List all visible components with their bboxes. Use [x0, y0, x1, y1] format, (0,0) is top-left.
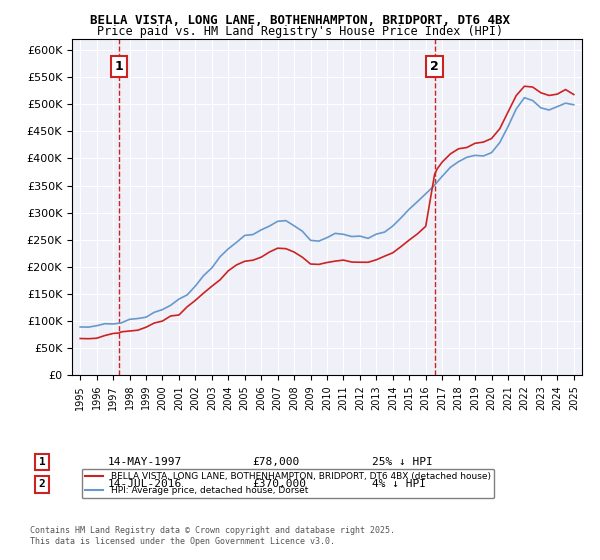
Text: 4% ↓ HPI: 4% ↓ HPI [372, 479, 426, 489]
Text: 14-MAY-1997: 14-MAY-1997 [108, 457, 182, 467]
Text: 2: 2 [38, 479, 46, 489]
Text: 1: 1 [38, 457, 46, 467]
Text: BELLA VISTA, LONG LANE, BOTHENHAMPTON, BRIDPORT, DT6 4BX: BELLA VISTA, LONG LANE, BOTHENHAMPTON, B… [90, 14, 510, 27]
Text: 25% ↓ HPI: 25% ↓ HPI [372, 457, 433, 467]
Text: Price paid vs. HM Land Registry's House Price Index (HPI): Price paid vs. HM Land Registry's House … [97, 25, 503, 38]
Text: 1: 1 [115, 60, 124, 73]
Text: 2: 2 [430, 60, 439, 73]
Text: £370,000: £370,000 [252, 479, 306, 489]
Text: Contains HM Land Registry data © Crown copyright and database right 2025.
This d: Contains HM Land Registry data © Crown c… [30, 526, 395, 546]
Legend: BELLA VISTA, LONG LANE, BOTHENHAMPTON, BRIDPORT, DT6 4BX (detached house), HPI: : BELLA VISTA, LONG LANE, BOTHENHAMPTON, B… [82, 469, 494, 498]
Text: 14-JUL-2016: 14-JUL-2016 [108, 479, 182, 489]
Text: £78,000: £78,000 [252, 457, 299, 467]
